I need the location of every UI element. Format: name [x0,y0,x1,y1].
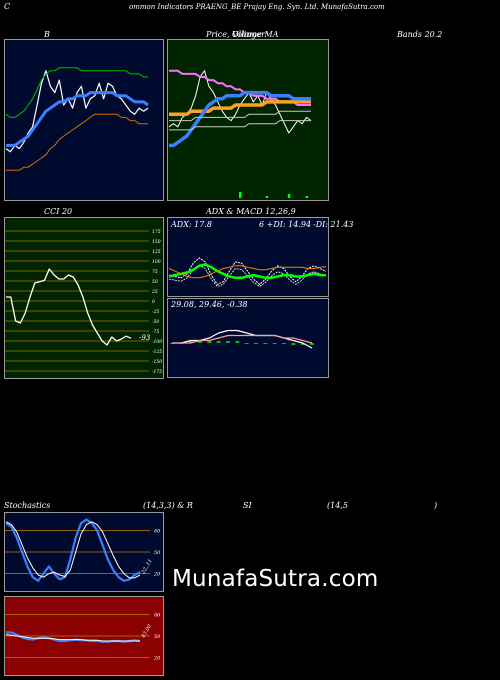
rsi-avg-line [5,634,140,642]
rsi-si-label: SI [243,501,252,510]
cci-tick-label: 50 [152,279,158,285]
header-title: ommon Indicators PRAENG_BE Prajay Eng. S… [129,3,385,11]
price-ma-grey-line-2 [169,120,311,131]
adx-chart [167,217,329,297]
macd-histogram-bar [188,341,193,343]
cci-last-value-label: -93 [139,334,151,342]
macd-histogram-bar [235,341,240,343]
cci-tick-label: -175 [152,369,162,375]
cci-title: CCI 20 [44,207,73,216]
price-overlap-text: Ollinger [232,30,266,39]
volume-bar [239,192,242,198]
adx-adx-line [168,257,327,285]
cci-tick-label: -150 [152,359,162,365]
macd-macd-line [172,329,313,349]
price-volume-ma-title: Price, Volume MA [206,30,279,39]
stochastics-title: Stochastics [4,501,51,510]
macd-histogram-bar [198,341,202,343]
cci-tick-label: 175 [152,229,161,235]
stochastics-tick-label: 20 [153,572,161,578]
stochastics-d-line [5,521,141,579]
price-ma_grey-line [169,110,311,122]
macd-histogram-bar [291,343,296,345]
rsi-tick-label: 80 [154,612,161,618]
stochastics-k-line [5,518,141,582]
bollinger-upper-line [5,67,148,118]
cci-tick-label: 0 [152,299,155,305]
bollinger-lower-line [6,113,148,171]
bollinger-panel [4,39,164,201]
adx-panel [167,217,329,297]
macd-bg [167,298,329,378]
minus-di-label: -DI: 21.43 [313,220,354,229]
macd-histogram-bar [282,343,286,344]
bollinger-middle-line [6,91,149,147]
watermark: MunafaSutra.com [172,566,379,592]
header-c-letter: C [4,2,11,11]
adx-macd-title: ADX & MACD 12,26,9 [206,207,296,216]
cci-tick-label: -50 [152,319,159,325]
macd-signal-line [172,334,313,344]
rsi-panel: 80 50 20 43.00 [4,596,164,676]
adx-plus_di-line [168,263,327,280]
cci-bg [4,217,164,379]
price-ma_blue-line [169,90,311,148]
cci-tick-label: 25 [151,289,158,295]
cci-chart: 175 150 125 100 75 50 25 0 -25 -50 -75 -100 -125 -150… [4,217,164,379]
bollinger-bg [4,39,164,201]
macd-histogram-bar [226,341,230,343]
cci-tick-label: -125 [152,349,162,355]
bands-title: Bands 20.2 [397,30,443,39]
price-bg [167,39,329,201]
stochastics-panel: 80 50 20 22,.11 [4,512,164,592]
volume-bar [265,196,269,198]
volume-bar [305,196,309,198]
price-ma_orange-line [169,100,311,117]
price-panel [167,39,329,201]
cci-tick-label: -100 [152,339,162,345]
adx-value-label: ADX: 17.8 [171,220,212,229]
macd-histogram-bar [263,343,268,344]
macd-histogram-bar [254,343,258,344]
bollinger-price-line [5,70,149,153]
macd-histogram-bar [244,343,249,344]
cci-tick-label: -25 [152,309,159,315]
price-chart [167,39,329,201]
macd-histogram-bar [216,341,221,343]
cci-tick-label: 75 [152,269,158,275]
rsi-tick-label: 50 [154,634,161,640]
cci-tick-label: 125 [152,249,161,255]
cci-tick-label: -75 [152,329,159,335]
cci-tick-label: 150 [152,239,161,245]
macd-histogram-bar [272,343,277,344]
stochastics-tick-label: 50 [154,550,161,556]
cci-line [6,268,132,346]
plus-di-label: 6 +DI: 14.94 [259,220,312,229]
bollinger-chart [4,39,164,201]
cci-panel: 175 150 125 100 75 50 25 0 -25 -50 -75 -100 -125 -150… [4,217,164,379]
macd-histogram-bar [300,343,305,345]
macd-panel [167,298,329,378]
cci-tick-label: 100 [152,259,161,265]
macd-histogram-bar [310,343,314,345]
macd-chart [167,298,329,378]
volume-bar [287,194,291,198]
rsi-tick-label: 20 [153,656,161,662]
macd-value-label: 29.08, 29.46, -0.38 [171,300,248,309]
macd-histogram-bar [207,341,212,343]
bollinger-title-b: B [44,30,50,39]
adx-bg [167,217,329,297]
rsi-close-paren: ) [434,501,438,510]
stochastics-tick-label: 80 [154,528,161,534]
stochastics-params: (14,3,3) & R [143,501,193,510]
adx-minus_di-line [168,265,327,279]
rsi-params: (14,5 [327,501,348,510]
